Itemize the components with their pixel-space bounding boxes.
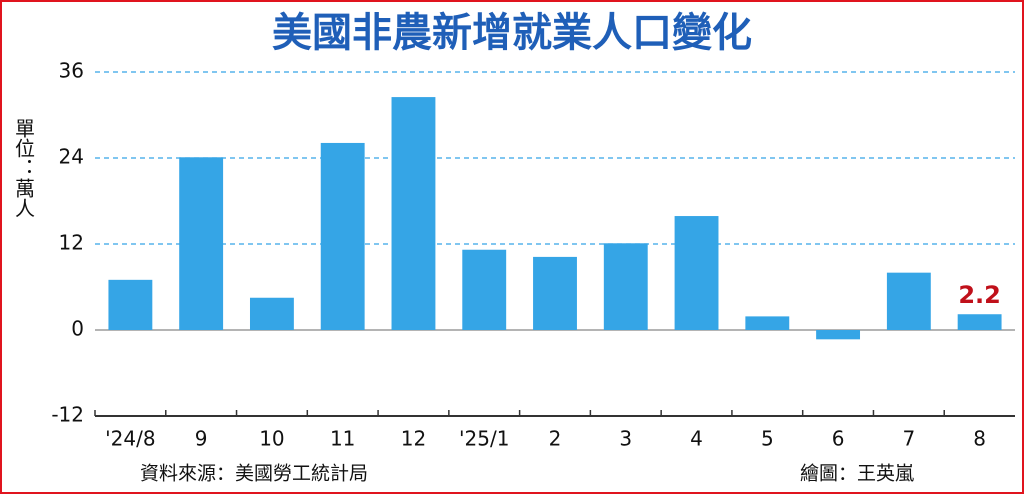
bar — [249, 297, 294, 330]
x-tick-label: '25/1 — [459, 427, 509, 451]
value-label: 2.2 — [958, 281, 1001, 309]
y-tick-label: 24 — [59, 145, 84, 169]
y-tick-label: 0 — [71, 317, 84, 341]
y-tick-label: 36 — [59, 59, 84, 83]
bar — [745, 316, 790, 330]
bar — [462, 249, 507, 330]
x-tick-label: 2 — [549, 427, 562, 451]
y-tick-label: -12 — [51, 403, 84, 427]
x-tick-label: 5 — [761, 427, 774, 451]
x-tick-label: '24/8 — [105, 427, 155, 451]
y-axis-label: 單位：萬人 — [12, 118, 36, 218]
x-tick-label: 12 — [401, 427, 426, 451]
bar — [108, 279, 153, 330]
x-tick-label: 4 — [690, 427, 703, 451]
x-tick-label: 10 — [259, 427, 284, 451]
x-tick-label: 9 — [195, 427, 208, 451]
x-tick-label: 7 — [902, 427, 915, 451]
bar — [179, 157, 224, 330]
x-tick-label: 8 — [973, 427, 986, 451]
bar — [674, 216, 719, 330]
source: 資料來源：美國勞工統計局 — [140, 463, 368, 485]
bar — [816, 330, 861, 340]
chart-title: 美國非農新增就業人口變化 — [272, 10, 752, 56]
credit: 繪圖：王英嵐 — [800, 463, 914, 485]
x-tick-label: 6 — [832, 427, 845, 451]
y-tick-label: 12 — [59, 231, 84, 255]
bar — [533, 256, 577, 330]
bar — [886, 272, 931, 330]
bar — [603, 243, 648, 330]
bar — [320, 142, 365, 330]
x-tick-label: 11 — [330, 427, 355, 451]
bar — [957, 314, 1002, 330]
bar — [391, 97, 436, 330]
x-tick-label: 3 — [619, 427, 632, 451]
